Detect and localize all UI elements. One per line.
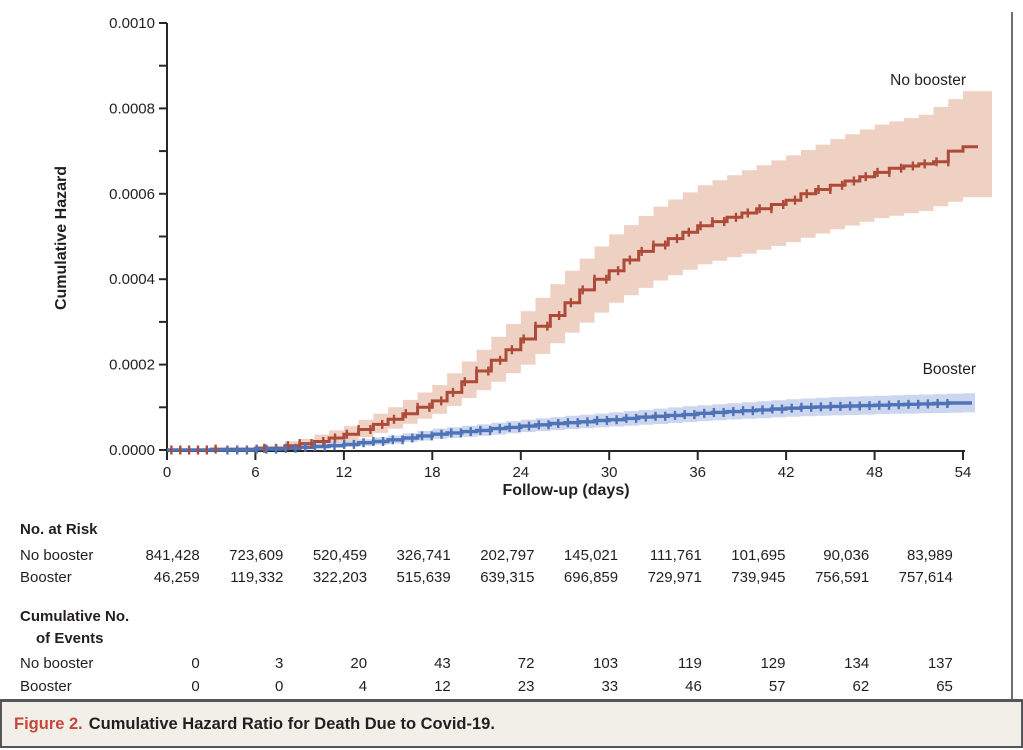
table-cell: 322,203 [312,569,368,586]
table-cell: 129 [760,655,786,672]
x-tick-label: 6 [251,464,259,481]
table-cell: 134 [844,655,870,672]
table-cell: 101,695 [731,547,786,564]
x-tick-label: 48 [866,464,883,481]
x-tick-label: 54 [955,464,972,481]
y-tick-label: 0.0008 [109,100,155,117]
figure-caption-text: Cumulative Hazard Ratio for Death Due to… [88,715,495,733]
no-booster-censor-marks [170,157,950,455]
table-cell: 841,428 [145,547,200,564]
risk-row-label: Booster [20,569,72,586]
y-tick-label: 0.0002 [109,357,155,374]
table-cell: 145,021 [563,547,619,564]
table-cell: 0 [191,655,200,672]
table-cell: 729,971 [647,569,702,586]
figure-caption-bar: Figure 2. Cumulative Hazard Ratio for Dea… [0,702,1023,748]
x-tick-label: 42 [778,464,795,481]
no-booster-confidence-band [167,91,992,451]
y-tick-label: 0.0000 [109,442,155,459]
events-row-label: Booster [20,678,72,695]
booster-curve-label: Booster [922,361,976,378]
table-cell: 46,259 [153,569,200,586]
table-cell: 723,609 [229,547,284,564]
x-tick-label: 12 [336,464,353,481]
table-cell: 72 [517,655,535,672]
figure-number-label: Figure 2. [14,715,83,733]
table-cell: 137 [927,655,953,672]
events-table-title-line2: of Events [36,630,104,647]
table-cell: 33 [601,678,619,695]
table-cell: 4 [358,678,368,695]
table-cell: 739,945 [731,569,786,586]
x-axis-title: Follow-up (days) [502,482,630,499]
table-cell: 202,797 [480,547,535,564]
cumulative-hazard-chart: 0.0000 0.0002 0.0004 0.0006 0.0008 0.0010 0 6 12… [53,15,992,499]
table-cell: 12 [434,678,451,695]
hazard-chart-svg: 0.0000 0.0002 0.0004 0.0006 0.0008 0.0010 0 6 12… [109,15,992,481]
x-tick-label: 18 [424,464,441,481]
table-cell: 756,591 [814,569,870,586]
risk-row-label: No booster [20,547,94,564]
table-cell: 57 [768,678,786,695]
y-tick-label: 0.0004 [109,271,155,288]
figure-right-border [1011,12,1013,699]
no-booster-curve-label: No booster [890,72,966,89]
table-cell: 90,036 [823,547,870,564]
x-tick-label: 0 [163,464,171,481]
table-cell: 43 [434,655,451,672]
x-tick-label: 36 [689,464,706,481]
x-tick-label: 24 [512,464,529,481]
table-cell: 111,761 [649,547,702,564]
table-cell: 83,989 [906,547,953,564]
table-cell: 23 [517,678,535,695]
risk-row-booster: Booster 46,259 119,332 322,203 515,639 639,3… [0,569,973,587]
table-cell: 119,332 [230,569,284,586]
table-cell: 639,315 [480,569,535,586]
table-cell: 46 [685,678,702,695]
y-axis-title: Cumulative Hazard [53,165,70,311]
table-cell: 0 [275,678,284,695]
events-row-label: No booster [20,655,94,672]
events-table-title-line1: Cumulative No. [20,608,130,625]
caption-top-rule [0,699,1023,702]
table-cell: 20 [350,655,368,672]
table-cell: 3 [275,655,284,672]
table-cell: 696,859 [563,569,619,586]
y-tick-label: 0.0010 [109,15,155,32]
table-cell: 515,639 [396,569,451,586]
events-row-no-booster: No booster 0 3 20 43 72 103 119 129 134 137 [0,655,973,673]
events-row-booster: Booster 0 0 4 12 23 33 46 57 62 65 [0,678,973,696]
table-cell: 520,459 [312,547,368,564]
table-cell: 757,614 [898,569,953,586]
table-cell: 119 [677,655,702,672]
risk-row-no-booster: No booster 841,428 723,609 520,459 326,741 2… [0,547,973,565]
table-cell: 103 [593,655,619,672]
table-cell: 65 [936,678,953,695]
no-booster-curve [167,145,978,452]
table-cell: 62 [852,678,870,695]
table-cell: 0 [191,678,200,695]
y-tick-label: 0.0006 [109,186,155,203]
x-tick-label: 30 [601,464,618,481]
booster-censor-marks [226,399,949,455]
risk-table-title: No. at Risk [20,521,98,538]
table-cell: 326,741 [396,547,451,564]
